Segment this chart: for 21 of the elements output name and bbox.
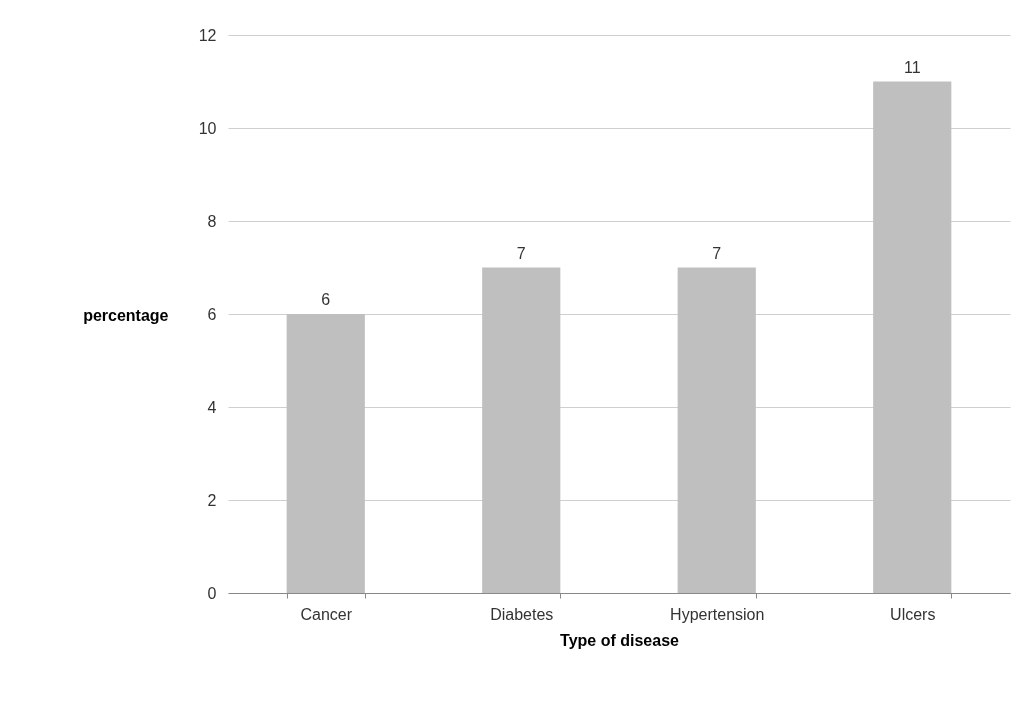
data-label: 7 — [516, 244, 526, 262]
data-label: 7 — [712, 244, 722, 262]
y-axis-title: percentage — [83, 306, 169, 324]
bar — [286, 314, 365, 593]
x-tick-label: Diabetes — [490, 605, 554, 623]
y-tick-label: 0 — [207, 584, 217, 602]
y-tick-label: 6 — [207, 305, 217, 323]
x-tick-label: Ulcers — [890, 605, 936, 623]
y-tick-label: 10 — [198, 119, 217, 137]
y-tick-label: 12 — [198, 26, 217, 44]
x-axis-title: Type of disease — [560, 631, 680, 649]
data-label: 11 — [903, 58, 921, 76]
y-tick-label: 2 — [207, 491, 217, 509]
data-label: 6 — [321, 291, 331, 308]
x-tick-label: Cancer — [300, 605, 353, 623]
x-tick-label: Hypertension — [670, 605, 765, 623]
bar — [677, 267, 756, 593]
y-tick-label: 4 — [207, 398, 217, 416]
bar — [873, 81, 952, 593]
bar — [482, 267, 561, 593]
y-tick-label: 8 — [207, 212, 217, 230]
